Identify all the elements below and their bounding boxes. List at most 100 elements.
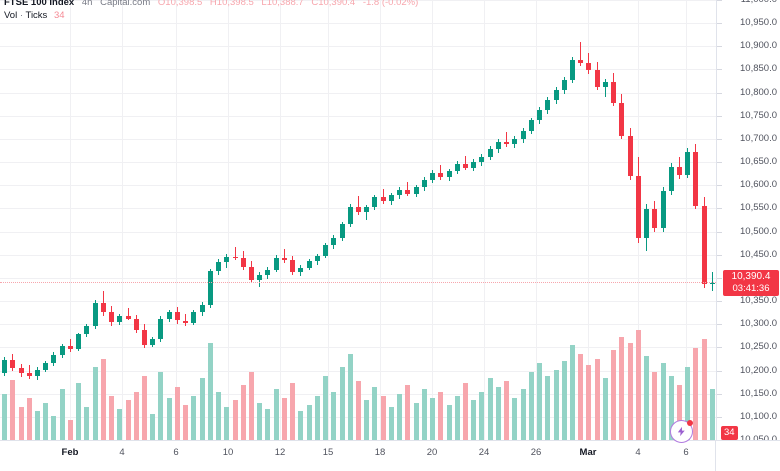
price-axis-tick: 10,500.0 xyxy=(740,226,777,237)
volume-bar xyxy=(101,358,106,440)
candle-body xyxy=(611,82,616,103)
price-axis-tickmark xyxy=(717,232,722,233)
symbol-label[interactable]: FTSE 100 Index xyxy=(4,0,75,8)
volume-value-badge: 34 xyxy=(721,426,738,440)
volume-bar xyxy=(224,407,229,440)
volume-bar xyxy=(496,387,501,440)
candle-body xyxy=(512,138,517,145)
price-axis-tickmark xyxy=(717,46,722,47)
legend-volume-row[interactable]: Vol · Ticks 34 xyxy=(4,10,418,21)
candle-body xyxy=(521,130,526,139)
price-axis-tickmark xyxy=(717,324,722,325)
volume-bar xyxy=(619,336,624,440)
candle-wick xyxy=(235,247,236,261)
gridline-horizontal xyxy=(0,255,716,256)
price-axis-tick: 10,600.0 xyxy=(740,179,777,190)
volume-bar xyxy=(669,376,674,440)
volume-bar xyxy=(372,387,377,440)
price-axis-tickmark xyxy=(717,208,722,209)
candle-body xyxy=(455,163,460,172)
candle-body xyxy=(241,258,246,267)
price-axis-tickmark xyxy=(717,417,722,418)
candle-body xyxy=(372,197,377,208)
candle-body xyxy=(693,151,698,206)
candle-body xyxy=(430,173,435,180)
close-value: 10,390.4 xyxy=(318,0,356,8)
candle-body xyxy=(208,271,213,305)
volume-bar xyxy=(43,402,48,440)
volume-bar xyxy=(167,398,172,440)
candle-body xyxy=(68,346,73,350)
gridline-vertical xyxy=(432,0,433,440)
candle-body xyxy=(216,262,221,272)
candle-body xyxy=(644,209,649,239)
price-axis-tick: 10,350.0 xyxy=(740,295,777,306)
candle-wick xyxy=(366,204,367,221)
volume-bar xyxy=(216,391,221,440)
volume-bar xyxy=(595,358,600,440)
volume-bar xyxy=(512,398,517,440)
volume-bar xyxy=(414,402,419,440)
price-chart-plot[interactable] xyxy=(0,0,716,440)
gridline-vertical xyxy=(588,0,589,440)
candle-body xyxy=(27,372,32,377)
gridline-horizontal xyxy=(0,301,716,302)
alert-button[interactable] xyxy=(670,420,693,443)
current-price-badge[interactable]: 10,390.4 03:41:36 xyxy=(723,270,779,296)
candle-body xyxy=(315,255,320,262)
price-axis-tick: 10,700.0 xyxy=(740,133,777,144)
gridline-vertical xyxy=(686,0,687,440)
candle-body xyxy=(101,302,106,313)
volume-bar xyxy=(364,400,369,440)
price-axis-tickmark xyxy=(717,255,722,256)
price-axis[interactable]: 10,390.4 03:41:36 34 11,000.0 10,950.0 10,… xyxy=(716,0,780,445)
price-axis-tickmark xyxy=(717,139,722,140)
candle-body xyxy=(76,334,81,350)
candle-body xyxy=(249,266,254,280)
volume-bar xyxy=(150,413,155,440)
volume-bar xyxy=(570,345,575,440)
candle-body xyxy=(356,206,361,213)
candle-body xyxy=(200,304,205,313)
gridline-vertical xyxy=(484,0,485,440)
candle-body xyxy=(274,257,279,270)
gridline-horizontal xyxy=(0,23,716,24)
low-label: L xyxy=(261,0,267,8)
candle-body xyxy=(10,360,15,368)
volume-bar xyxy=(586,365,591,440)
volume-bar xyxy=(381,396,386,440)
volume-bar xyxy=(636,330,641,440)
price-axis-tickmark xyxy=(717,93,722,94)
volume-bar xyxy=(463,382,468,440)
candle-body xyxy=(257,275,262,280)
price-axis-tick: 10,750.0 xyxy=(740,110,777,121)
price-axis-tick: 10,450.0 xyxy=(740,249,777,260)
volume-bar xyxy=(652,371,657,440)
volume-bar xyxy=(340,367,345,440)
volume-bar xyxy=(628,343,633,440)
volume-bar xyxy=(315,396,320,440)
candle-body xyxy=(364,207,369,213)
volume-bar xyxy=(290,382,295,440)
candle-body xyxy=(19,367,24,373)
candle-body xyxy=(578,60,583,63)
date-axis[interactable]: Feb 4 6 10 12 15 18 20 24 26 Mar 4 6 xyxy=(0,440,780,471)
volume-bar xyxy=(685,367,690,440)
current-price-line xyxy=(0,282,716,283)
open-label: O xyxy=(157,0,166,8)
high-value: 10,398.5 xyxy=(216,0,254,8)
candle-body xyxy=(504,141,509,145)
bar-countdown: 03:41:36 xyxy=(732,283,770,294)
legend-symbol-row[interactable]: FTSE 100 Index 4h Capital.com O10,398.5 … xyxy=(4,0,418,8)
candle-body xyxy=(183,320,188,324)
volume-bar xyxy=(389,407,394,440)
interval-label[interactable]: 4h xyxy=(81,0,93,8)
candle-wick xyxy=(506,131,507,148)
candle-body xyxy=(93,302,98,327)
candle-body xyxy=(142,329,147,345)
date-axis-tick: 15 xyxy=(322,447,334,458)
volume-bar xyxy=(10,379,15,440)
candle-body xyxy=(554,89,559,101)
gridline-horizontal xyxy=(0,232,716,233)
